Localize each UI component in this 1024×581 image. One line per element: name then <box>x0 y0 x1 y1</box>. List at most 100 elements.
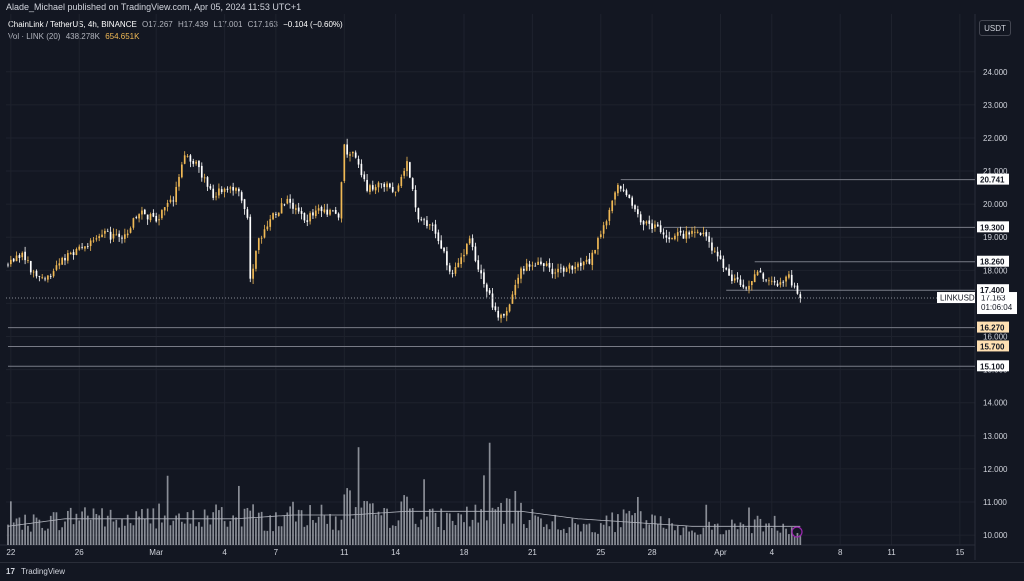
volume-bar <box>668 518 671 545</box>
volume-bar <box>654 515 656 545</box>
price-chart[interactable]: 10.00011.00012.00013.00014.00015.00016.0… <box>0 0 1024 562</box>
volume-bar <box>121 519 123 545</box>
volume-bar <box>397 520 400 545</box>
candle-body <box>736 277 739 280</box>
volume-label[interactable]: Vol · LINK (20) <box>8 32 61 41</box>
candle-body <box>520 268 522 279</box>
volume-bar <box>406 496 408 545</box>
volume-bar <box>562 528 565 545</box>
candle-body <box>423 219 425 221</box>
volume-bar <box>166 475 169 545</box>
volume-bar <box>215 504 217 545</box>
volume-ma-line <box>7 510 801 527</box>
volume-legend: Vol · LINK (20) 438.278K 654.651K <box>8 32 142 41</box>
candle-body <box>209 186 212 189</box>
close-value: C17.163 <box>247 20 278 29</box>
candle-body <box>255 251 257 269</box>
candle-body <box>192 161 195 164</box>
replay-icon[interactable] <box>791 526 803 538</box>
volume-bar <box>283 515 286 545</box>
level-price-label: 15.700 <box>980 342 1005 351</box>
candle-body <box>645 221 648 224</box>
volume-bar <box>18 517 21 545</box>
volume-value: 438.278K <box>65 32 100 41</box>
volume-bar <box>235 517 237 545</box>
candle-body <box>349 154 351 156</box>
volume-bar <box>69 507 72 545</box>
candle-body <box>212 188 215 198</box>
volume-bar <box>115 519 118 545</box>
x-tick-label: 7 <box>274 548 279 557</box>
volume-bar <box>106 515 109 545</box>
candle-body <box>662 232 665 235</box>
candle-body <box>115 234 118 236</box>
volume-bar <box>172 520 175 545</box>
volume-bar <box>762 531 765 545</box>
candle-body <box>799 294 802 298</box>
volume-bar <box>178 513 180 545</box>
candle-body <box>249 216 252 279</box>
candle-body <box>611 200 614 212</box>
candle-body <box>614 192 616 200</box>
candle-body <box>417 208 420 220</box>
volume-bar <box>246 507 249 545</box>
volume-bar <box>411 508 414 545</box>
x-tick-label: 15 <box>955 548 964 557</box>
candle-body <box>369 185 371 192</box>
volume-bar <box>799 534 802 545</box>
volume-bar <box>428 509 431 545</box>
volume-bar <box>360 507 363 545</box>
symbol-label[interactable]: ChainLink / TetherUS, 4h, BINANCE <box>8 20 137 29</box>
candle-body <box>531 265 534 267</box>
candle-body <box>163 207 166 211</box>
candle-body <box>354 152 357 158</box>
x-tick-label: 21 <box>528 548 537 557</box>
candle-body <box>363 174 366 180</box>
volume-bar <box>503 523 505 545</box>
candle-body <box>728 268 730 276</box>
volume-bar <box>631 515 633 545</box>
y-tick-label: 21.000 <box>983 167 1008 176</box>
candle-body <box>397 185 400 192</box>
candle-body <box>89 240 92 247</box>
candle-body <box>166 202 169 207</box>
volume-bar <box>309 505 311 545</box>
candle-body <box>155 215 158 222</box>
level-price-label: 18.260 <box>980 258 1005 267</box>
volume-bar <box>129 523 132 545</box>
volume-bar <box>306 525 309 545</box>
x-tick-label: 11 <box>340 548 349 557</box>
currency-unit-button[interactable]: USDT <box>979 20 1011 36</box>
candle-body <box>540 261 542 265</box>
level-price-badge <box>977 340 1009 352</box>
volume-bar <box>674 530 676 545</box>
volume-bar <box>391 525 394 545</box>
candle-body <box>44 278 46 280</box>
volume-bar <box>243 508 246 545</box>
candle-body <box>739 279 742 286</box>
candle-body <box>648 220 651 224</box>
volume-bar <box>702 527 705 545</box>
y-tick-label: 23.000 <box>983 101 1008 110</box>
candle-body <box>198 160 200 168</box>
volume-bar <box>628 510 631 545</box>
candle-body <box>403 170 405 176</box>
volume-bar <box>642 528 645 545</box>
volume-bar <box>651 514 653 545</box>
volume-bar <box>226 526 229 545</box>
volume-bar <box>608 526 611 545</box>
candle-body <box>121 237 123 239</box>
candle-body <box>295 208 297 210</box>
candle-body <box>477 260 480 270</box>
candle-body <box>765 279 767 281</box>
candle-body <box>75 249 78 255</box>
candle-body <box>380 183 383 185</box>
volume-bar <box>682 527 685 545</box>
candle-body <box>622 189 625 191</box>
candle-body <box>246 209 249 218</box>
candle-body <box>223 188 226 192</box>
volume-bar <box>7 524 9 545</box>
candle-body <box>426 220 428 226</box>
volume-bar <box>434 513 437 545</box>
volume-bar <box>468 526 471 545</box>
